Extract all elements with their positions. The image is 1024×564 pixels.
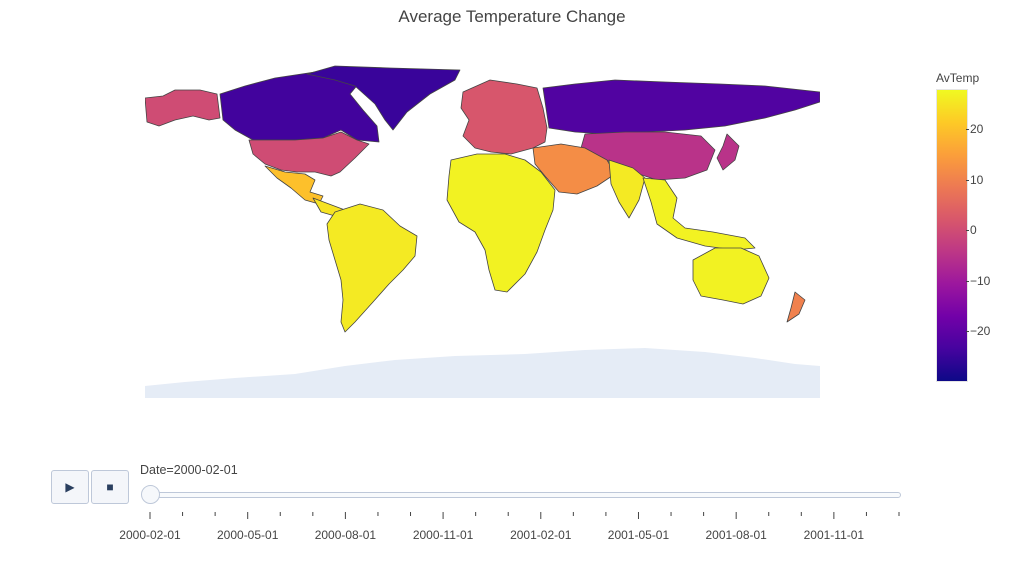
stop-button[interactable]: ■ (91, 470, 129, 504)
region-southeast-asia[interactable] (642, 177, 756, 251)
region-mexico[interactable] (264, 165, 324, 205)
stop-icon: ■ (106, 480, 114, 494)
region-alaska[interactable] (145, 89, 221, 127)
slider-tick-label[interactable]: 2001-11-01 (803, 528, 865, 542)
region-middle-east[interactable] (532, 143, 616, 195)
region-greenland[interactable] (306, 65, 461, 131)
region-india[interactable] (608, 159, 646, 219)
slider-tick-label[interactable]: 2001-02-01 (510, 528, 572, 542)
slider-current-value: Date=2000-02-01 (140, 463, 238, 477)
region-russia[interactable] (542, 79, 820, 135)
date-slider-handle[interactable] (141, 485, 160, 504)
region-canada[interactable] (219, 69, 380, 143)
world-map[interactable] (145, 60, 820, 398)
slider-tick-label[interactable]: 2001-05-01 (607, 528, 670, 542)
region-south-america[interactable] (326, 203, 418, 333)
play-icon: ▶ (65, 480, 75, 494)
colorbar-tick-label: 0 (966, 223, 977, 238)
slider-tick-label[interactable]: 2000-11-01 (412, 528, 474, 542)
colorbar (936, 89, 968, 382)
region-united-states[interactable] (248, 131, 370, 177)
slider-tick-label[interactable]: 2000-02-01 (119, 528, 181, 542)
slider-tick-label[interactable]: 2000-08-01 (314, 528, 377, 542)
region-africa[interactable] (446, 153, 556, 293)
chart-title: Average Temperature Change (398, 7, 626, 26)
colorbar-title: AvTemp (936, 71, 980, 85)
date-slider-track[interactable] (148, 492, 901, 498)
colorbar-tick-label: 10 (965, 172, 984, 187)
region-japan[interactable] (716, 133, 740, 171)
play-button[interactable]: ▶ (51, 470, 89, 504)
region-antarctica (145, 348, 820, 398)
colorbar-tick-label: −10 (965, 273, 991, 288)
region-europe[interactable] (460, 79, 548, 155)
slider-tick-label[interactable]: 2000-05-01 (216, 528, 279, 542)
colorbar-tick-label: 20 (965, 122, 984, 137)
region-new-zealand[interactable] (786, 291, 806, 323)
region-australia[interactable] (692, 247, 770, 305)
colorbar-tick-label: −20 (965, 324, 991, 339)
slider-tick-label[interactable]: 2001-08-01 (705, 528, 767, 542)
